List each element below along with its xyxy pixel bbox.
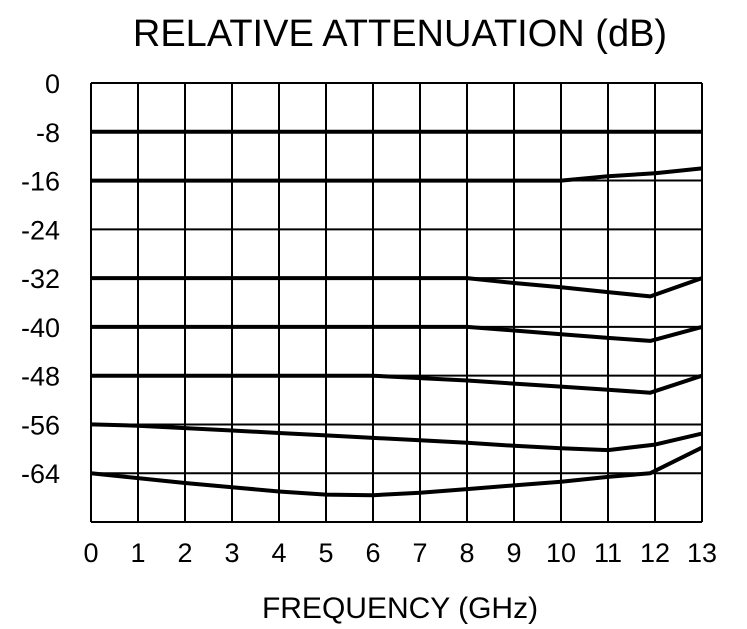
y-tick-label: -40 <box>21 313 60 343</box>
x-tick-label: 8 <box>459 538 474 568</box>
x-tick-label: 13 <box>687 538 717 568</box>
y-tick-labels: 0 -8 -16 -24 -32 -40 -48 -56 -64 <box>21 69 60 489</box>
series-line-4 <box>91 324 703 343</box>
x-tick-label: 9 <box>506 538 521 568</box>
series-line-5 <box>91 373 703 395</box>
x-tick-label: 0 <box>83 538 98 568</box>
series-line-2 <box>91 166 703 183</box>
x-tick-label: 3 <box>224 538 239 568</box>
x-tick-label: 6 <box>365 538 380 568</box>
x-tick-label: 12 <box>640 538 670 568</box>
x-tick-labels: 0 1 2 3 4 5 6 7 8 9 10 11 12 13 <box>83 538 717 568</box>
series-line-7 <box>90 445 703 498</box>
series-line-3 <box>91 276 703 299</box>
x-tick-label: 11 <box>594 538 622 568</box>
y-tick-label: -32 <box>21 264 60 294</box>
y-tick-label: -48 <box>21 362 60 392</box>
x-tick-label: 10 <box>546 538 576 568</box>
x-tick-label: 7 <box>412 538 427 568</box>
x-tick-label: 5 <box>318 538 333 568</box>
series-group <box>90 129 703 498</box>
y-tick-label: -64 <box>21 459 60 489</box>
y-tick-label: -56 <box>21 410 60 440</box>
grid <box>90 82 703 523</box>
y-tick-label: -8 <box>36 118 60 148</box>
series-line-6 <box>90 422 703 453</box>
x-axis-label: FREQUENCY (GHz) <box>262 592 538 625</box>
chart-title: RELATIVE ATTENUATION (dB) <box>133 13 667 55</box>
y-tick-label: 0 <box>45 69 60 99</box>
y-tick-label: -24 <box>21 215 60 245</box>
x-tick-label: 4 <box>271 538 286 568</box>
x-tick-label: 1 <box>130 538 145 568</box>
x-tick-label: 2 <box>177 538 192 568</box>
y-tick-label: -16 <box>21 167 60 197</box>
